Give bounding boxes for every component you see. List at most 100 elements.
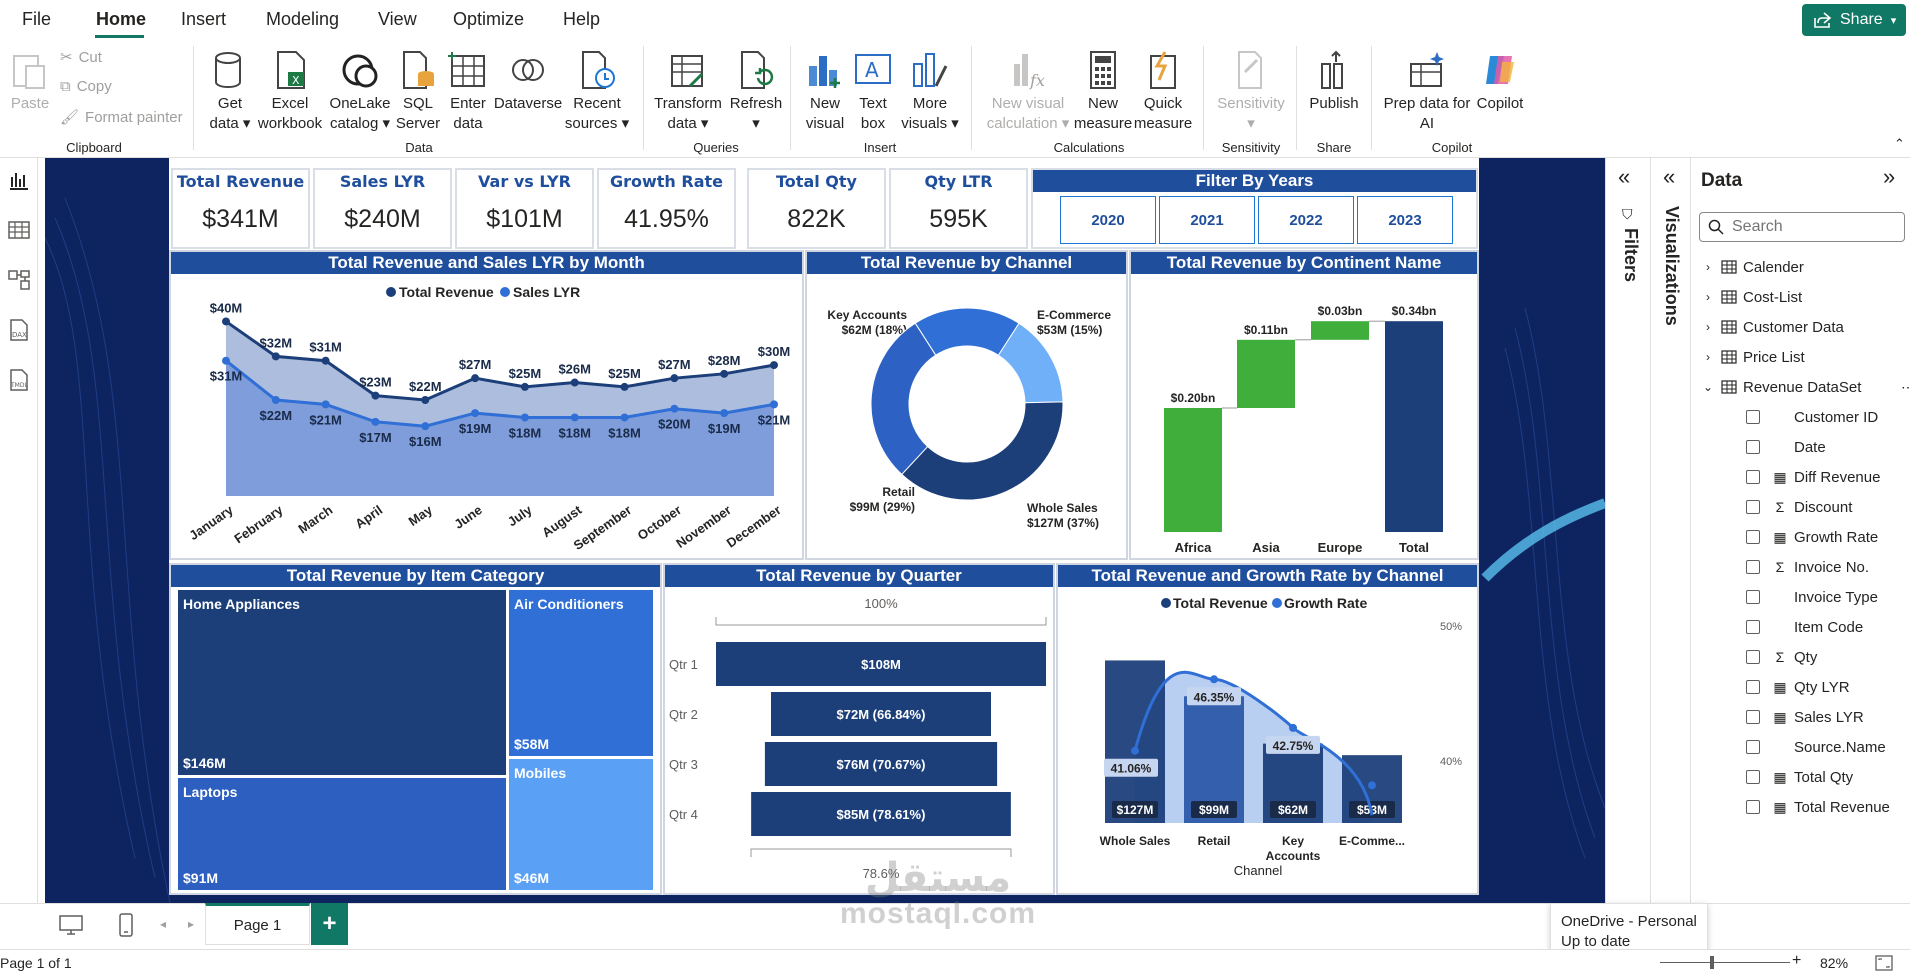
dax-query-view-icon[interactable]: DAX <box>7 318 31 342</box>
text-box-button[interactable]: A Text box <box>853 50 893 134</box>
field-discount[interactable]: Σ Discount <box>1746 496 1852 518</box>
expand-data-pane-icon[interactable]: » <box>1883 164 1896 189</box>
tmdl-view-icon[interactable]: TMDL <box>7 368 31 392</box>
new-measure-button[interactable]: New measure <box>1074 50 1132 134</box>
refresh-button[interactable]: Refresh ▾ <box>727 50 785 134</box>
year-button-2021[interactable]: 2021 <box>1159 196 1255 244</box>
kpi-card-total-qty[interactable]: Total Qty 822K <box>747 168 886 249</box>
desktop-layout-icon[interactable] <box>58 914 84 936</box>
field-source-name[interactable]: Source.Name <box>1746 736 1886 758</box>
collapse-ribbon-icon[interactable]: ⌃ <box>1894 136 1905 151</box>
field-checkbox[interactable] <box>1746 710 1760 724</box>
new-visual-calculation-button[interactable]: fx New visual calculation ▾ <box>986 50 1070 134</box>
kpi-card-sales-lyr[interactable]: Sales LYR $240M <box>313 168 452 249</box>
menu-file[interactable]: File <box>22 9 52 29</box>
collapse-viz-icon[interactable]: « <box>1663 164 1676 189</box>
search-input[interactable] <box>1732 218 1882 236</box>
filters-label[interactable]: Filters <box>1621 228 1641 283</box>
enter-data-button[interactable]: Enter data <box>448 50 488 134</box>
more-options-icon[interactable]: ⋯ <box>1901 378 1910 395</box>
add-page-button[interactable]: + <box>311 903 348 945</box>
field-checkbox[interactable] <box>1746 800 1760 814</box>
field-sales-lyr[interactable]: ▦ Sales LYR <box>1746 706 1864 728</box>
zoom-slider[interactable] <box>1660 962 1790 963</box>
table-cost-list[interactable]: › Cost-List <box>1701 286 1802 308</box>
chart-revenue-by-month[interactable]: Total Revenue and Sales LYR by Month Tot… <box>169 250 804 560</box>
visualizations-label[interactable]: Visualizations <box>1662 206 1682 326</box>
chevron-right-icon[interactable]: › <box>1706 350 1710 364</box>
field-qty[interactable]: Σ Qty <box>1746 646 1817 668</box>
field-checkbox[interactable] <box>1746 560 1760 574</box>
treemap-cell-laptops[interactable]: Laptops $91M <box>177 777 507 891</box>
menu-home[interactable]: Home <box>96 9 147 29</box>
zoom-thumb[interactable] <box>1710 956 1714 969</box>
more-visuals-button[interactable]: More visuals ▾ <box>898 50 962 134</box>
field-checkbox[interactable] <box>1746 530 1760 544</box>
chart-revenue-by-channel[interactable]: Total Revenue by Channel Key Accounts $62… <box>805 250 1128 560</box>
onelake-catalog-button[interactable]: OneLake catalog ▾ <box>327 50 393 134</box>
sensitivity-button[interactable]: Sensitivity ▾ <box>1213 50 1289 134</box>
new-visual-button[interactable]: New visual <box>800 50 850 134</box>
chevron-right-icon[interactable]: › <box>1706 320 1710 334</box>
fit-to-page-icon[interactable] <box>1875 955 1893 971</box>
model-view-icon[interactable] <box>7 268 31 292</box>
transform-data-button[interactable]: Transform data ▾ <box>653 50 723 134</box>
zoom-in-icon[interactable]: + <box>1792 952 1802 969</box>
sql-server-button[interactable]: SQL Server <box>396 50 440 134</box>
report-view-icon[interactable] <box>7 168 31 192</box>
menu-view[interactable]: View <box>378 9 417 29</box>
table-price-list[interactable]: › Price List <box>1701 346 1805 368</box>
field-diff-revenue[interactable]: ▦ Diff Revenue <box>1746 466 1880 488</box>
kpi-card-var-vs-lyr[interactable]: Var vs LYR $101M <box>455 168 594 249</box>
chevron-right-icon[interactable]: › <box>1706 260 1710 274</box>
copy-button[interactable]: ⧉ Copy <box>60 78 112 95</box>
get-data-button[interactable]: Get data ▾ <box>207 50 253 134</box>
field-checkbox[interactable] <box>1746 650 1760 664</box>
field-checkbox[interactable] <box>1746 770 1760 784</box>
publish-button[interactable]: Publish <box>1306 50 1362 114</box>
search-box[interactable] <box>1699 212 1905 242</box>
field-invoice-no-[interactable]: Σ Invoice No. <box>1746 556 1869 578</box>
field-item-code[interactable]: Item Code <box>1746 616 1863 638</box>
copilot-button[interactable]: Copilot <box>1472 50 1528 114</box>
chart-revenue-growth-by-channel[interactable]: Total Revenue and Growth Rate by Channel… <box>1056 563 1479 895</box>
field-qty-lyr[interactable]: ▦ Qty LYR <box>1746 676 1850 698</box>
mobile-layout-icon[interactable] <box>118 912 134 938</box>
field-invoice-type[interactable]: Invoice Type <box>1746 586 1878 608</box>
page-tab[interactable]: Page 1 <box>205 903 310 945</box>
excel-workbook-button[interactable]: X Excel workbook <box>257 50 323 134</box>
field-total-revenue[interactable]: ▦ Total Revenue <box>1746 796 1890 818</box>
field-checkbox[interactable] <box>1746 620 1760 634</box>
field-date[interactable]: Date <box>1746 436 1826 458</box>
chevron-right-icon[interactable]: › <box>1706 290 1710 304</box>
table-customer-data[interactable]: › Customer Data <box>1701 316 1844 338</box>
field-total-qty[interactable]: ▦ Total Qty <box>1746 766 1853 788</box>
recent-sources-button[interactable]: Recent sources ▾ <box>564 50 630 134</box>
field-customer-id[interactable]: Customer ID <box>1746 406 1878 428</box>
kpi-card-total-revenue[interactable]: Total Revenue $341M <box>171 168 310 249</box>
kpi-card-growth-rate[interactable]: Growth Rate 41.95% <box>597 168 736 249</box>
menu-help[interactable]: Help <box>563 9 601 29</box>
menu-modeling[interactable]: Modeling <box>266 9 340 29</box>
format-painter-button[interactable]: 🖌 Format painter <box>60 108 183 127</box>
prep-data-ai-button[interactable]: Prep data for AI <box>1382 50 1472 134</box>
table-view-icon[interactable] <box>7 218 31 242</box>
field-checkbox[interactable] <box>1746 680 1760 694</box>
chart-revenue-by-quarter[interactable]: Total Revenue by Quarter 100% $108M Qtr 1 $… <box>663 563 1055 895</box>
year-button-2022[interactable]: 2022 <box>1258 196 1354 244</box>
treemap-cell-air-conditioners[interactable]: Air Conditioners $58M <box>508 589 654 757</box>
field-growth-rate[interactable]: ▦ Growth Rate <box>1746 526 1878 548</box>
field-checkbox[interactable] <box>1746 440 1760 454</box>
quick-measure-button[interactable]: Quick measure <box>1134 50 1192 134</box>
year-button-2020[interactable]: 2020 <box>1060 196 1156 244</box>
field-checkbox[interactable] <box>1746 410 1760 424</box>
chart-revenue-by-item-category[interactable]: Total Revenue by Item Category Home Appl… <box>169 563 662 895</box>
field-checkbox[interactable] <box>1746 470 1760 484</box>
treemap-cell-home-appliances[interactable]: Home Appliances $146M <box>177 589 507 776</box>
field-checkbox[interactable] <box>1746 500 1760 514</box>
cut-button[interactable]: ✂ Cut <box>60 48 102 67</box>
chart-revenue-by-continent[interactable]: Total Revenue by Continent Name $0.20bn A… <box>1129 250 1479 560</box>
field-checkbox[interactable] <box>1746 590 1760 604</box>
chevron-down-icon[interactable]: ⌄ <box>1702 380 1714 394</box>
field-checkbox[interactable] <box>1746 740 1760 754</box>
